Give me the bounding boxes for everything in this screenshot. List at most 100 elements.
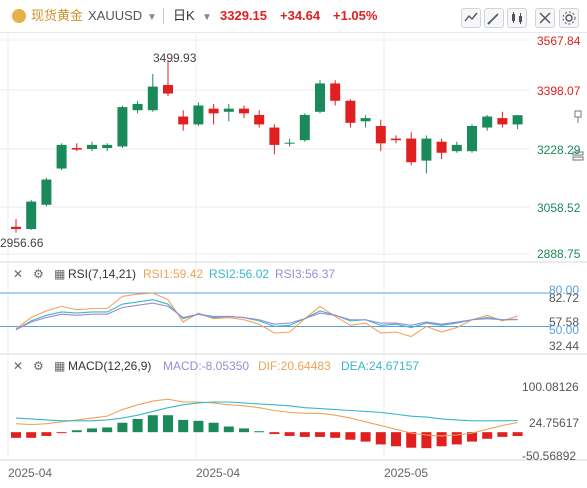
settings-icon[interactable] xyxy=(559,8,579,28)
rsi-panel xyxy=(0,292,550,338)
candle-body xyxy=(163,85,173,94)
macd-bar xyxy=(56,432,67,434)
dif-value: DIF:20.64483 xyxy=(258,359,331,373)
rsi-line-rsi1 xyxy=(15,292,518,338)
price-change-pct: +1.05% xyxy=(333,8,378,23)
macd-bar xyxy=(345,432,356,440)
candle-body xyxy=(315,83,325,112)
candle-body xyxy=(178,116,189,125)
rsi-title: RSI(7,14,21) xyxy=(68,267,137,281)
rsi-axis-label: 80.00 xyxy=(549,283,580,297)
rsi-axis-label: 57.58 xyxy=(549,315,580,329)
candle-body xyxy=(117,107,128,147)
chevron-down-icon[interactable]: ▼ xyxy=(147,12,157,23)
macd-bar xyxy=(117,422,128,433)
macd-bar xyxy=(436,432,447,447)
rsi-settings-icon[interactable]: ⚙ xyxy=(33,267,44,281)
macd-bar xyxy=(71,430,82,433)
macd-line-dea xyxy=(15,401,518,422)
last-price: 3329.15 xyxy=(220,8,267,23)
x-axis-label: 2025-05 xyxy=(384,466,429,480)
macd-bar xyxy=(11,432,21,438)
candle-body xyxy=(497,118,508,125)
chart-header: 现货黄金 XAUUSD ▼ 日K ▼ 3329.15 +34.64 +1.05% xyxy=(0,0,587,33)
divider xyxy=(163,8,164,24)
macd-bar xyxy=(87,428,97,433)
candle-body xyxy=(26,201,37,230)
x-axis-label: 2025-04 xyxy=(8,466,53,480)
macd-bar xyxy=(451,432,462,445)
indicator-icon[interactable] xyxy=(461,8,481,28)
macd-bar xyxy=(482,432,493,439)
price-axis-label: 3567.84 xyxy=(537,34,581,48)
macd-settings-icon[interactable]: ⚙ xyxy=(33,359,44,373)
rsi-axis-label: 82.72 xyxy=(549,291,580,305)
macd-bar xyxy=(284,432,295,436)
price-axis-label: 3228.29 xyxy=(537,143,581,157)
candle-body xyxy=(375,125,386,144)
candle-body xyxy=(147,86,158,111)
macd-bar xyxy=(41,432,52,436)
macd-axis-label: 24.75617 xyxy=(529,416,580,430)
high-annotation: 3499.93 xyxy=(153,51,197,65)
rsi-close-icon[interactable]: ✕ xyxy=(13,267,24,281)
candle-body xyxy=(41,179,52,205)
fullscreen-icon[interactable] xyxy=(535,8,555,28)
main-grid xyxy=(0,34,587,461)
macd-bar xyxy=(299,432,310,437)
price-axis-label: 3398.07 xyxy=(537,84,581,98)
candle-body xyxy=(512,115,523,125)
symbol-code[interactable]: XAUUSD xyxy=(88,8,143,23)
rsi-axis-label: 32.44 xyxy=(549,339,580,353)
macd-bar xyxy=(254,431,265,433)
gold-coin-icon xyxy=(12,9,26,23)
macd-value: MACD:-8.05350 xyxy=(163,359,250,373)
price-change: +34.64 xyxy=(280,8,321,23)
macd-bar xyxy=(406,432,417,448)
candle-body xyxy=(391,138,401,141)
macd-bar xyxy=(391,432,401,447)
candle-body xyxy=(193,105,204,125)
candle-body xyxy=(102,144,113,149)
macd-bar xyxy=(132,418,143,433)
period-selector[interactable]: 日K xyxy=(173,8,195,23)
rsi-axis-label: 50.00 xyxy=(549,323,580,337)
candle-body xyxy=(330,83,341,101)
candle-body xyxy=(421,138,432,161)
macd-close-icon[interactable]: ✕ xyxy=(13,359,24,373)
macd-title: MACD(12,26,9) xyxy=(68,359,152,373)
candle-body xyxy=(360,118,371,122)
candle-body xyxy=(436,141,447,153)
rsi1-value: RSI1:59.42 xyxy=(143,267,204,281)
macd-bar xyxy=(163,415,173,433)
rsi-line-rsi3 xyxy=(15,302,518,331)
macd-bar xyxy=(269,432,280,435)
macd-bar xyxy=(421,432,432,449)
candle-body xyxy=(254,114,265,125)
rsi-grid-icon[interactable]: ▦ xyxy=(54,267,66,281)
macd-bar xyxy=(239,428,249,433)
macd-axis-label: 100.08126 xyxy=(522,380,579,394)
candle-body xyxy=(284,142,295,144)
price-axis-label: 2888.75 xyxy=(537,247,581,261)
x-axis-label: 2025-04 xyxy=(196,466,241,480)
macd-grid-icon[interactable]: ▦ xyxy=(54,359,66,373)
candle-type-icon[interactable] xyxy=(507,8,527,28)
candle-body xyxy=(299,114,310,141)
rsi-line-rsi2 xyxy=(15,299,518,331)
candle-body xyxy=(132,103,143,111)
draw-pen-icon[interactable] xyxy=(484,8,504,28)
candle-body xyxy=(345,100,356,123)
layers-icon[interactable] xyxy=(572,150,584,164)
rsi2-value: RSI2:56.02 xyxy=(209,267,270,281)
macd-bar xyxy=(375,432,386,445)
candle-body xyxy=(56,144,67,169)
candle-body xyxy=(239,108,249,114)
macd-bar xyxy=(178,419,189,433)
candle-body xyxy=(87,144,97,149)
macd-panel xyxy=(11,398,523,449)
symbol-name[interactable]: 现货黄金 xyxy=(31,8,84,23)
pin-icon[interactable] xyxy=(572,110,584,124)
period-chevron-icon[interactable]: ▼ xyxy=(202,12,212,23)
